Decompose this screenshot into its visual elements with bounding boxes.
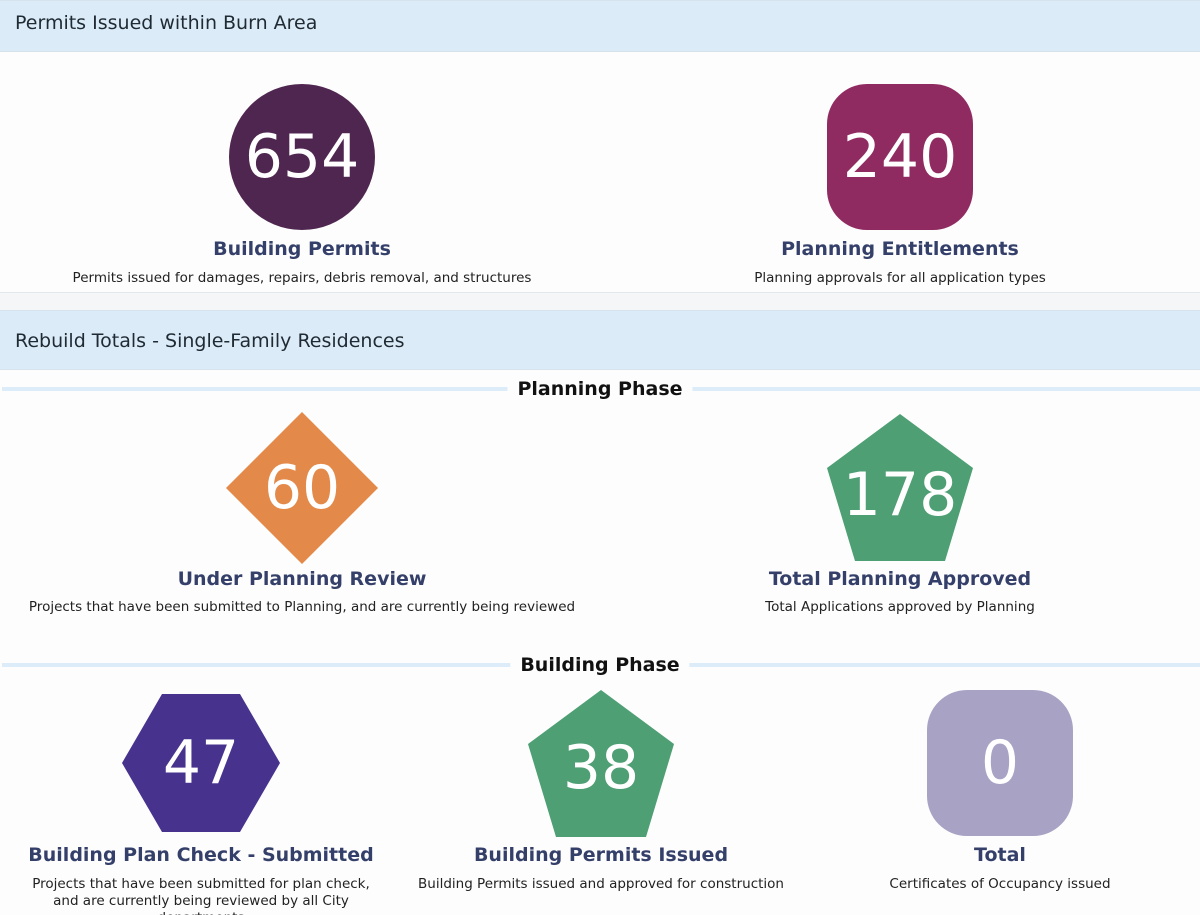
building-permits-issued-title: Building Permits Issued: [473, 844, 729, 866]
building-plan-check-value: 47: [162, 728, 240, 798]
circle-icon: [229, 84, 375, 230]
planning-phase-label: Planning Phase: [507, 378, 693, 400]
planning-entitlements-card: 240 Planning Entitlements Planning appro…: [660, 84, 1140, 290]
building-permits-issued-card: 38 Building Permits Issued Building Perm…: [410, 690, 792, 900]
under-planning-review-card: 60 Under Planning Review Projects that h…: [20, 412, 584, 622]
hexagon-icon: [122, 694, 280, 832]
under-planning-review-desc: Projects that have been submitted to Pla…: [28, 599, 576, 615]
certificates-total-title: Total: [974, 844, 1026, 866]
pentagon-icon: [528, 690, 674, 837]
building-plan-check-title: Building Plan Check - Submitted: [28, 844, 374, 866]
building-phase-label: Building Phase: [510, 654, 690, 676]
building-plan-check-desc: Projects that have been submitted for pl…: [32, 876, 370, 915]
total-planning-approved-title: Total Planning Approved: [768, 568, 1032, 590]
building-permits-title: Building Permits: [213, 238, 391, 260]
building-plan-check-card: 47 Building Plan Check - Submitted Proje…: [10, 694, 392, 915]
total-planning-approved-value: 178: [842, 460, 958, 530]
building-permits-issued-badge: 38: [527, 690, 675, 838]
building-permits-badge: 654: [229, 84, 375, 230]
planning-phase-divider: Planning Phase: [0, 374, 1200, 404]
rebuild-section-header: Rebuild Totals - Single-Family Residence…: [0, 310, 1200, 370]
planning-entitlements-title: Planning Entitlements: [781, 238, 1019, 260]
permits-section-title: Permits Issued within Burn Area: [15, 12, 318, 34]
building-permits-card: 654 Building Permits Permits issued for …: [60, 84, 544, 290]
section-spacer: [0, 292, 1200, 310]
rounded-square-icon: [927, 690, 1073, 836]
building-plan-check-badge: 47: [122, 694, 280, 832]
permits-section-header: Permits Issued within Burn Area: [0, 0, 1200, 52]
diamond-icon: [226, 412, 378, 564]
total-planning-approved-card: 178 Total Planning Approved Total Applic…: [660, 414, 1140, 622]
certificates-total-badge: 0: [927, 690, 1073, 836]
under-planning-review-badge: 60: [226, 412, 378, 564]
under-planning-review-value: 60: [263, 453, 341, 523]
rounded-square-icon: [827, 84, 973, 230]
total-planning-approved-badge: 178: [826, 414, 974, 562]
pentagon-icon: [827, 414, 973, 561]
building-permits-desc: Permits issued for damages, repairs, deb…: [72, 270, 532, 286]
building-phase-divider: Building Phase: [0, 650, 1200, 680]
building-permits-issued-desc: Building Permits issued and approved for…: [418, 876, 784, 892]
under-planning-review-title: Under Planning Review: [177, 568, 427, 590]
building-permits-issued-value: 38: [562, 733, 640, 803]
certificates-total-value: 0: [980, 728, 1020, 798]
certificates-total-desc: Certificates of Occupancy issued: [889, 876, 1111, 892]
building-permits-value: 654: [244, 122, 360, 192]
certificates-total-card: 0 Total Certificates of Occupancy issued: [810, 690, 1190, 900]
planning-entitlements-value: 240: [842, 122, 958, 192]
rebuild-section-title: Rebuild Totals - Single-Family Residence…: [15, 330, 405, 352]
planning-entitlements-desc: Planning approvals for all application t…: [754, 270, 1046, 286]
planning-entitlements-badge: 240: [827, 84, 973, 230]
total-planning-approved-desc: Total Applications approved by Planning: [765, 599, 1035, 615]
